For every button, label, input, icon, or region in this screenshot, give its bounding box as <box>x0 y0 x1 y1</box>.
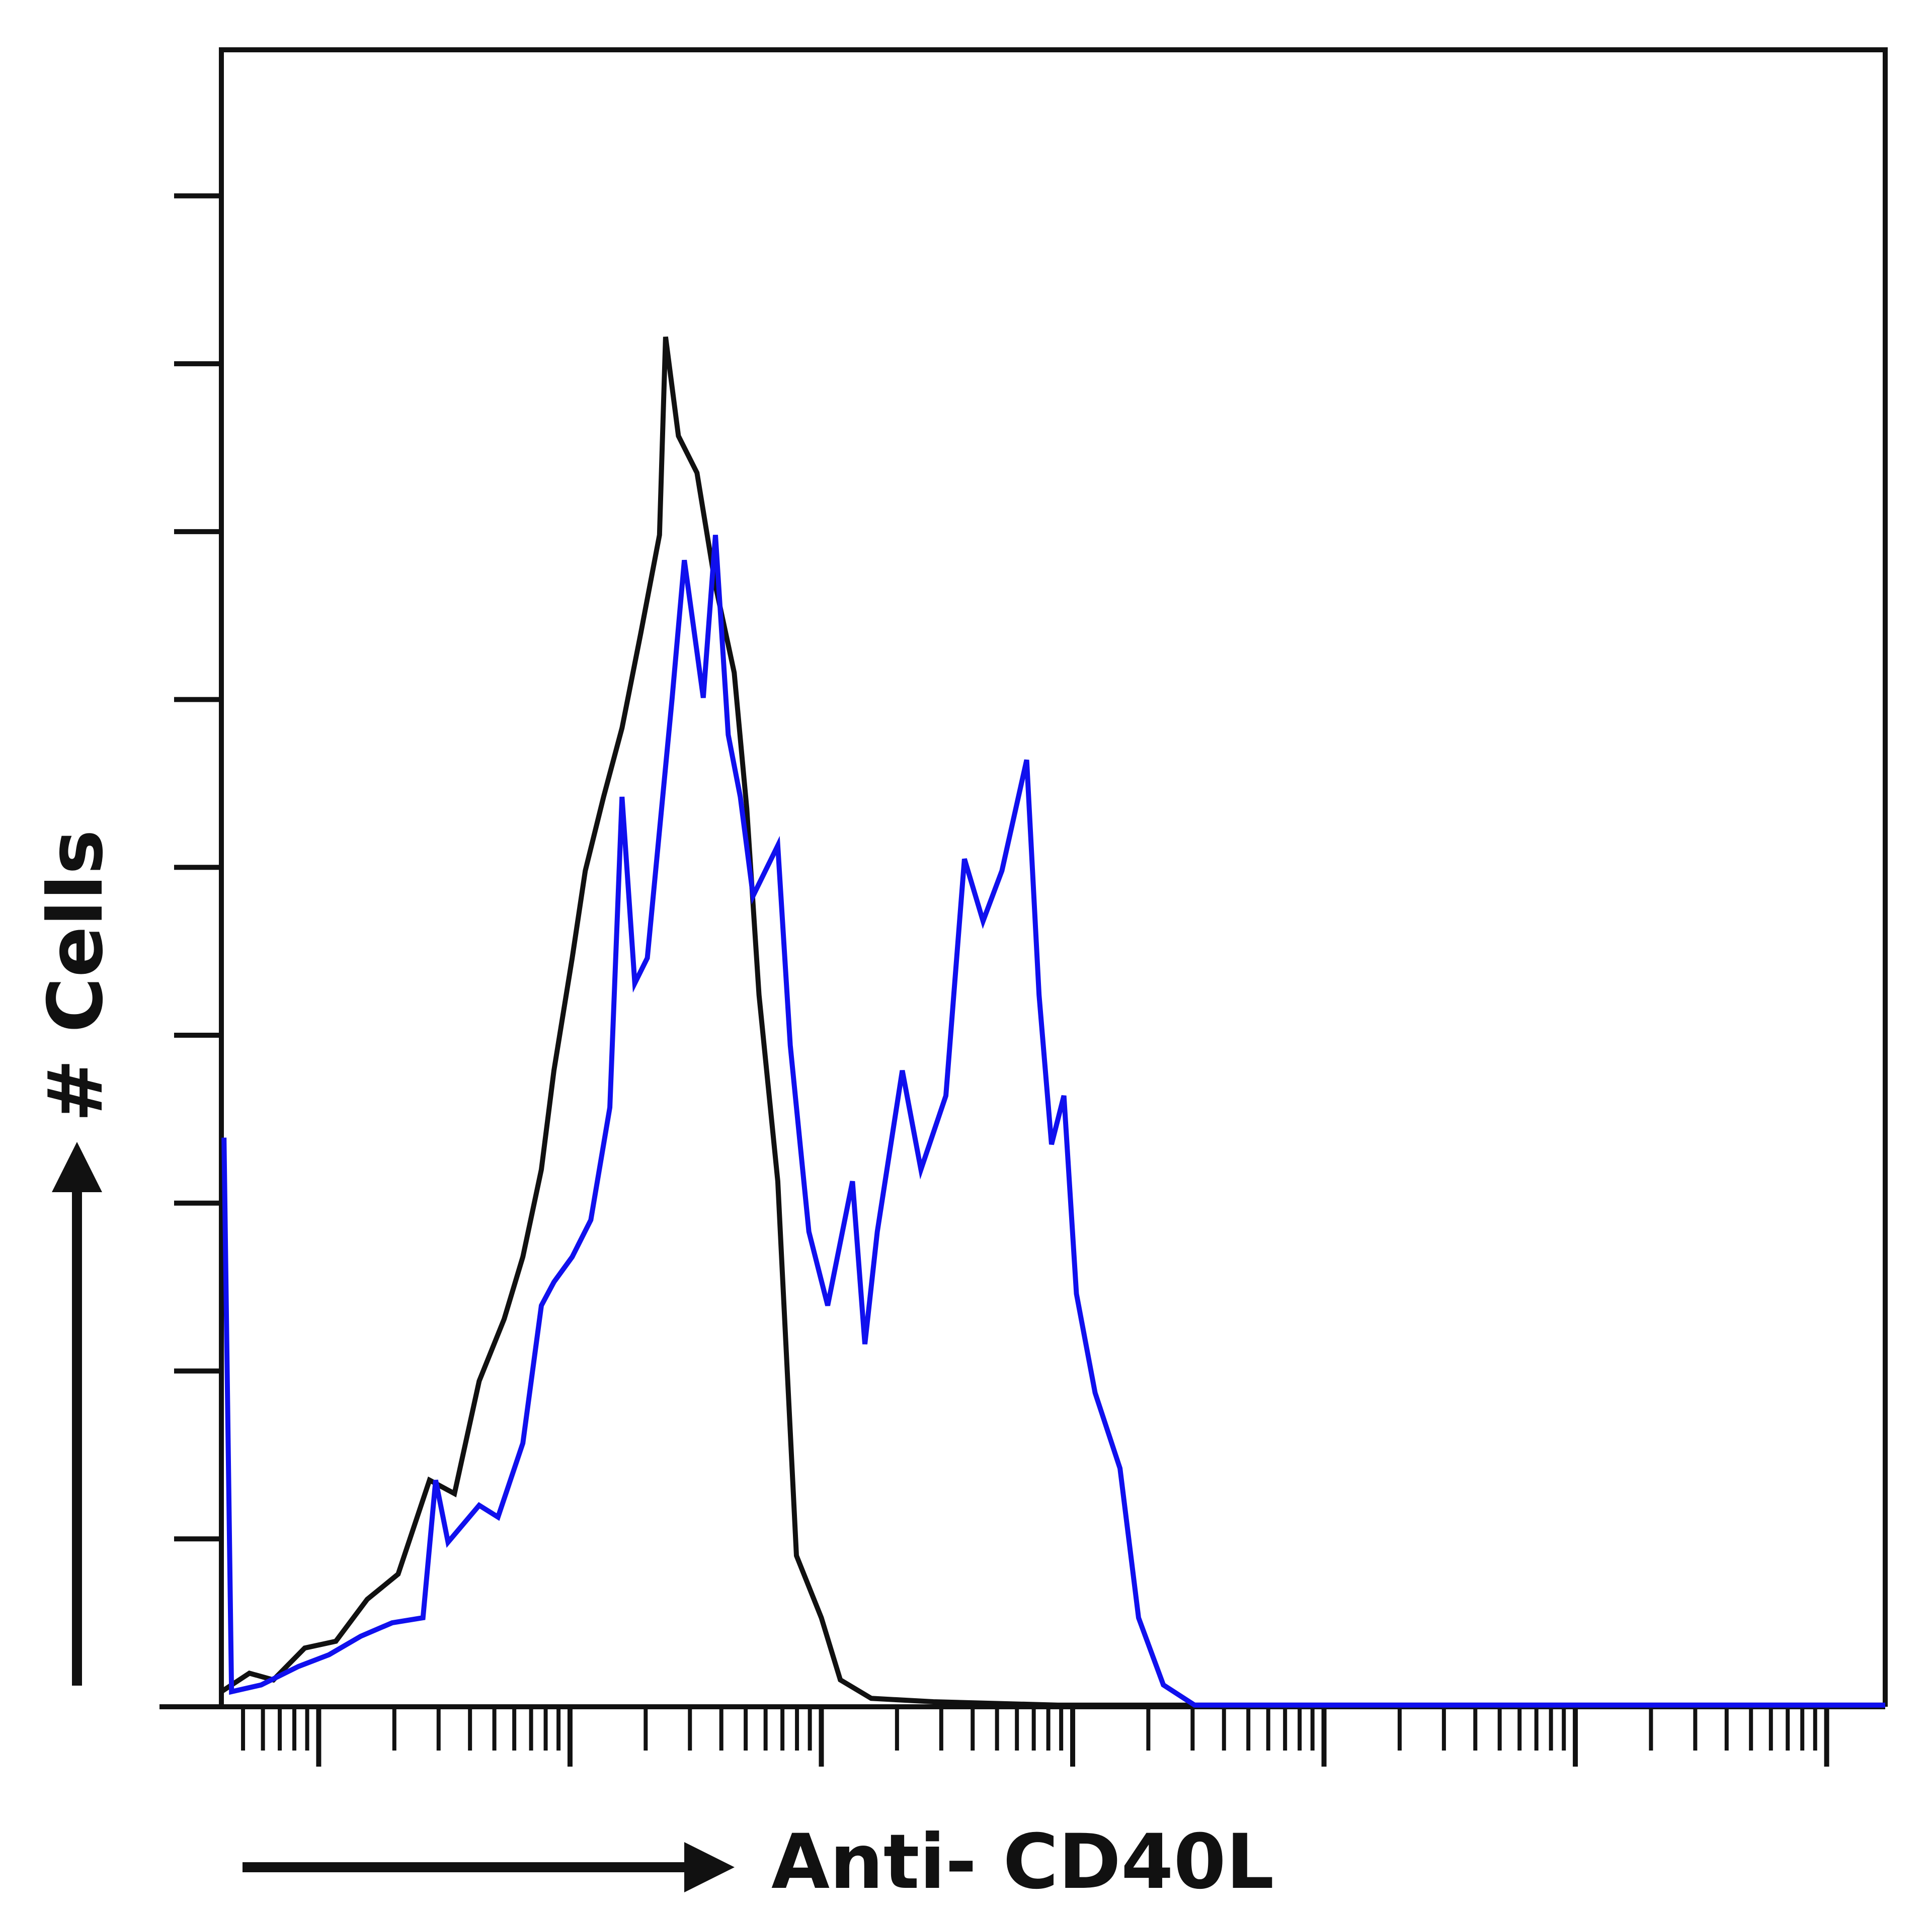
histogram-line <box>221 535 1885 1708</box>
y-axis-label: # Cells <box>32 829 120 1122</box>
x-axis-label: Anti- CD40L <box>771 1818 1274 1906</box>
histogram-line <box>220 337 1885 1708</box>
plot-frame <box>219 47 1888 1707</box>
